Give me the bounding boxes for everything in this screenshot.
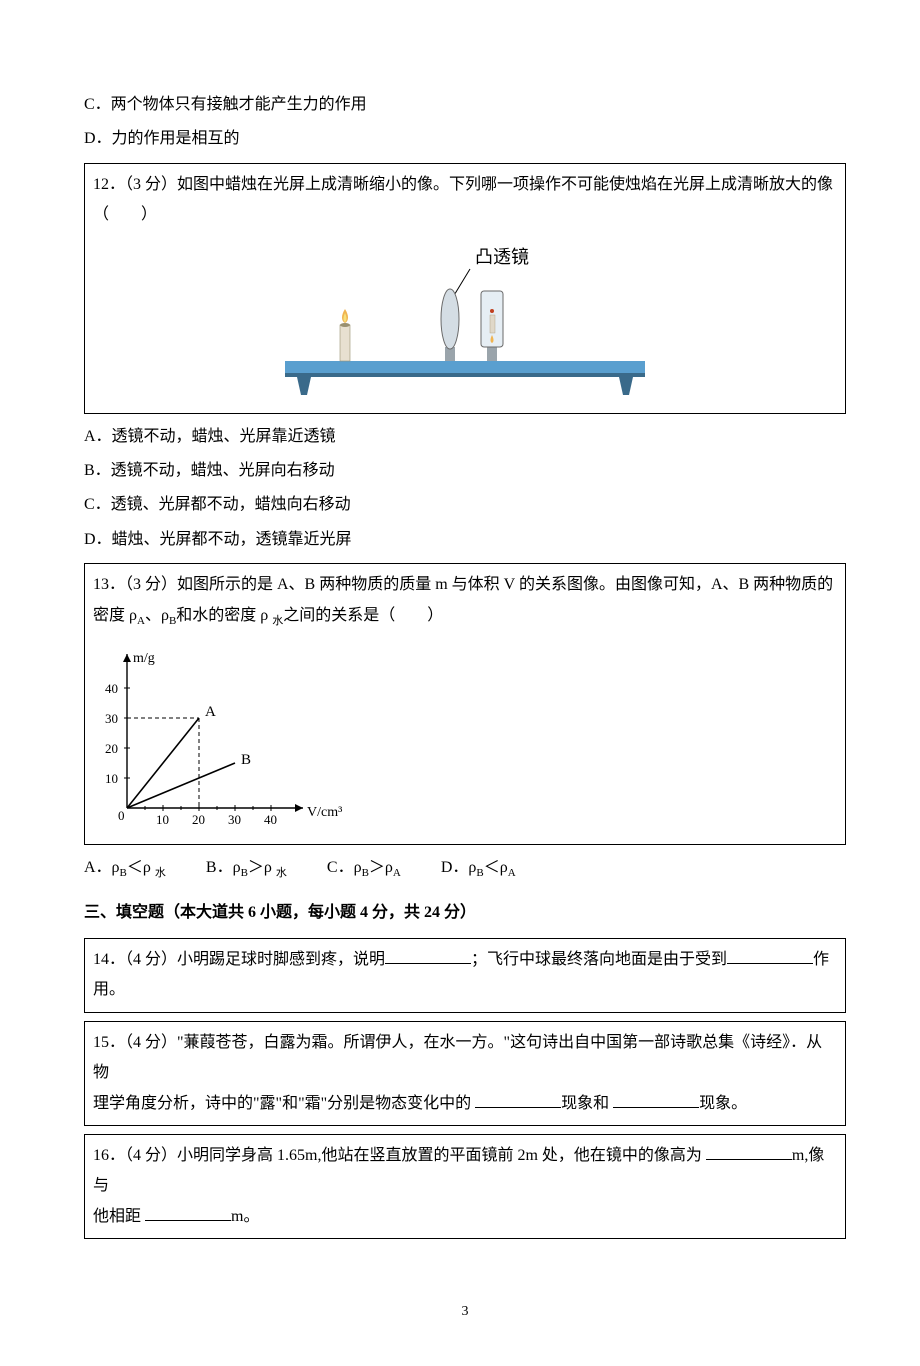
svg-text:B: B — [241, 752, 251, 768]
page-number: 3 — [84, 1299, 846, 1326]
svg-text:40: 40 — [105, 681, 118, 696]
q13-option-b: B．ρB＞ρ 水 — [206, 853, 287, 884]
q15-blank-1[interactable] — [475, 1090, 561, 1108]
q12-option-c: C．透镜、光屏都不动，蜡烛向右移动 — [84, 490, 846, 520]
svg-text:m/g: m/g — [133, 651, 155, 666]
svg-text:10: 10 — [105, 771, 118, 786]
svg-text:凸透镜: 凸透镜 — [475, 247, 529, 267]
q15-blank-2[interactable] — [613, 1090, 699, 1108]
q16-blank-1[interactable] — [706, 1142, 792, 1160]
svg-text:40: 40 — [264, 812, 277, 827]
q16-line1: 16．（4 分）小明同学身高 1.65m,他站在竖直放置的平面镜前 2m 处，他… — [93, 1141, 837, 1202]
q13-options: A．ρB＜ρ 水 B．ρB＞ρ 水 C．ρB＞ρA D．ρB＜ρA — [84, 853, 846, 884]
q13-stem-b: 密度 ρA、ρB和水的密度 ρ 水之间的关系是（ ） — [93, 601, 837, 632]
q12-option-b: B．透镜不动，蜡烛、光屏向右移动 — [84, 456, 846, 486]
q16-blank-2[interactable] — [145, 1203, 231, 1221]
svg-text:10: 10 — [156, 812, 169, 827]
q14-block: 14．（4 分）小明踢足球时脚感到疼，说明；飞行中球最终落向地面是由于受到作用。 — [84, 938, 846, 1013]
q12-figure: 凸透镜 — [285, 239, 645, 399]
q15-line1: 15．（4 分）"蒹葭苍苍，白露为霜。所谓伊人，在水一方。"这句诗出自中国第一部… — [93, 1028, 837, 1089]
q13-option-d: D．ρB＜ρA — [441, 853, 516, 884]
svg-text:0: 0 — [118, 808, 125, 823]
q12-stem-b: （ ） — [93, 200, 837, 230]
svg-text:V/cm³: V/cm³ — [307, 805, 342, 820]
q12-option-d: D．蜡烛、光屏都不动，透镜靠近光屏 — [84, 525, 846, 555]
q13-stem-a: 13．（3 分）如图所示的是 A、B 两种物质的质量 m 与体积 V 的关系图像… — [93, 570, 837, 600]
q13-block: 13．（3 分）如图所示的是 A、B 两种物质的质量 m 与体积 V 的关系图像… — [84, 563, 846, 844]
q14-blank-2[interactable] — [727, 946, 813, 964]
q15-block: 15．（4 分）"蒹葭苍苍，白露为霜。所谓伊人，在水一方。"这句诗出自中国第一部… — [84, 1021, 846, 1126]
q13-option-a: A．ρB＜ρ 水 — [84, 853, 166, 884]
q13-chart: 10 20 30 40 10 20 30 40 0 m/g V/cm³ A B — [93, 640, 353, 830]
q13-option-c: C．ρB＞ρA — [327, 853, 401, 884]
svg-text:30: 30 — [105, 711, 118, 726]
q11-option-d: D．力的作用是相互的 — [84, 124, 846, 154]
q12-stem-a: 12．（3 分）如图中蜡烛在光屏上成清晰缩小的像。下列哪一项操作不可能使烛焰在光… — [93, 170, 837, 200]
q15-line2: 理学角度分析，诗中的"露"和"霜"分别是物态变化中的 现象和 现象。 — [93, 1089, 837, 1119]
q14-blank-1[interactable] — [385, 946, 471, 964]
q16-block: 16．（4 分）小明同学身高 1.65m,他站在竖直放置的平面镜前 2m 处，他… — [84, 1134, 846, 1239]
svg-text:30: 30 — [228, 812, 241, 827]
svg-text:A: A — [205, 704, 216, 720]
section-3-title: 三、填空题（本大道共 6 小题，每小题 4 分，共 24 分） — [84, 898, 846, 928]
svg-text:20: 20 — [192, 812, 205, 827]
svg-text:20: 20 — [105, 741, 118, 756]
q16-line2: 他相距 m。 — [93, 1202, 837, 1232]
q11-option-c: C．两个物体只有接触才能产生力的作用 — [84, 90, 846, 120]
q12-block: 12．（3 分）如图中蜡烛在光屏上成清晰缩小的像。下列哪一项操作不可能使烛焰在光… — [84, 163, 846, 414]
q12-option-a: A．透镜不动，蜡烛、光屏靠近透镜 — [84, 422, 846, 452]
